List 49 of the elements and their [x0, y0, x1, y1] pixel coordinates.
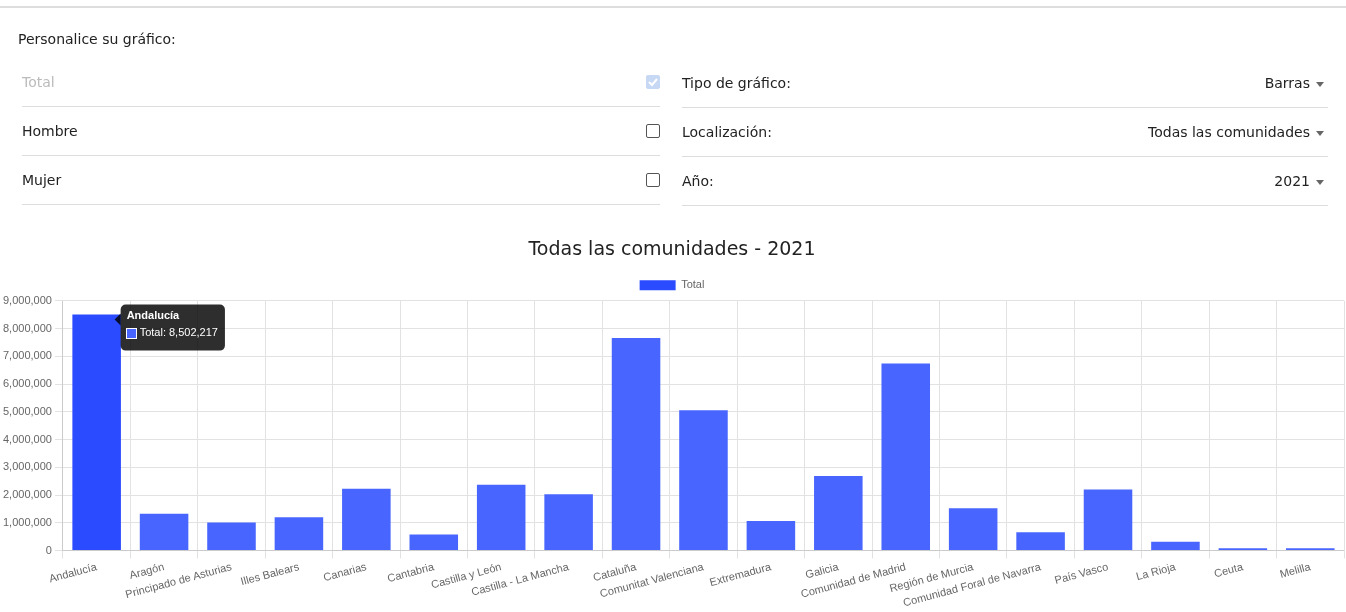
- bar: [679, 410, 728, 551]
- x-tick-label: La Rioja: [1134, 559, 1178, 583]
- text: Personalice su gráfico:: [18, 31, 176, 47]
- y-tick-label: 2,000,000: [3, 488, 52, 501]
- y-tick-label: 1,000,000: [3, 515, 52, 528]
- x-tick-label: País Vasco: [1053, 560, 1110, 586]
- y-tick-label: 6,000,000: [3, 377, 52, 390]
- text: Mujer: [22, 172, 62, 188]
- bar: [544, 494, 593, 551]
- y-tick-label: 3,000,000: [3, 460, 52, 473]
- x-tick-label: Canarias: [322, 560, 369, 584]
- bar: [139, 513, 189, 551]
- chart-title: Todas las comunidades - 2021: [527, 237, 816, 260]
- y-tick-label: 5,000,000: [3, 404, 52, 417]
- y-tick-label: 9,000,000: [3, 293, 52, 306]
- text: Barras: [1264, 75, 1311, 91]
- bar: [1151, 541, 1200, 551]
- annotation: Andalucía: [126, 309, 181, 322]
- text: Total: [22, 74, 55, 90]
- x-tick-label: Ceuta: [1212, 559, 1246, 580]
- bar: [1016, 532, 1065, 551]
- bar: [814, 475, 863, 551]
- text: Año:: [682, 173, 714, 189]
- bar: [611, 337, 661, 551]
- x-tick-label: Illes Balears: [239, 560, 301, 588]
- text: Todas las comunidades: [1148, 124, 1311, 140]
- legend-label: Total: [681, 278, 705, 291]
- text: Hombre: [22, 123, 78, 139]
- y-tick-label: 8,000,000: [3, 321, 52, 334]
- y-tick-label: 7,000,000: [3, 349, 52, 362]
- bar: [274, 517, 324, 551]
- text: Tipo de gráfico:: [682, 75, 791, 91]
- text: 2021: [1274, 173, 1311, 189]
- y-tick-label: 0: [45, 543, 52, 556]
- x-tick-label: Melilla: [1278, 559, 1313, 580]
- y-tick-label: 4,000,000: [3, 432, 52, 445]
- bar: [746, 521, 796, 551]
- x-tick-label: Aragón: [127, 560, 166, 581]
- x-tick-label: Galicia: [804, 559, 841, 581]
- bar: [1083, 489, 1133, 551]
- bar: [409, 534, 459, 551]
- bar: [476, 484, 526, 551]
- text: Localización:: [682, 124, 772, 140]
- bar: [948, 508, 998, 551]
- bar: [881, 363, 931, 551]
- bar: [72, 314, 121, 551]
- bar: [342, 488, 391, 551]
- bar: [207, 522, 256, 551]
- annotation: Total: 8,502,217: [139, 326, 218, 339]
